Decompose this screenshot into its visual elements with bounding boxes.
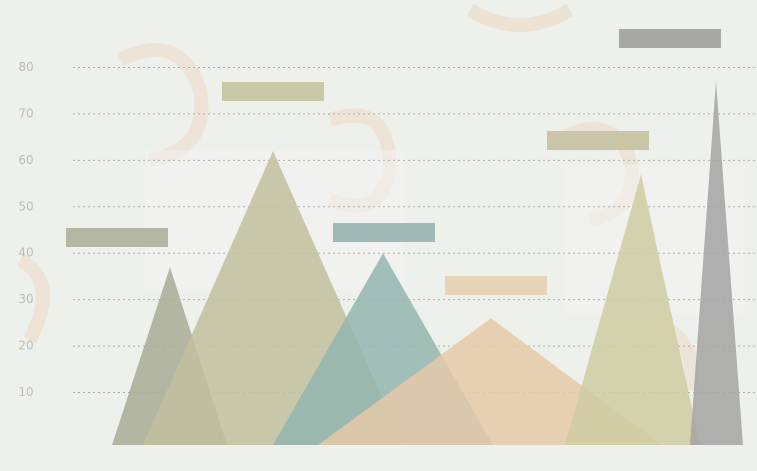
y-tick-label: 60 bbox=[18, 153, 33, 167]
y-tick-label: 80 bbox=[18, 60, 33, 74]
y-tick-label: 50 bbox=[18, 199, 33, 213]
label-box bbox=[66, 228, 168, 247]
label-box bbox=[619, 29, 721, 48]
label-box bbox=[547, 131, 649, 150]
triangle bbox=[565, 174, 700, 445]
swirl bbox=[16, 253, 50, 344]
y-tick-label: 10 bbox=[18, 385, 33, 399]
label-box bbox=[333, 223, 435, 242]
y-tick-label: 30 bbox=[18, 292, 33, 306]
y-tick-label: 20 bbox=[18, 339, 33, 353]
label-box bbox=[222, 82, 324, 101]
swirl bbox=[116, 43, 209, 167]
y-tick-label: 40 bbox=[18, 246, 33, 260]
y-tick-label: 70 bbox=[18, 106, 33, 120]
triangle bbox=[690, 81, 743, 445]
swirl bbox=[466, 3, 574, 32]
label-box bbox=[445, 276, 547, 295]
